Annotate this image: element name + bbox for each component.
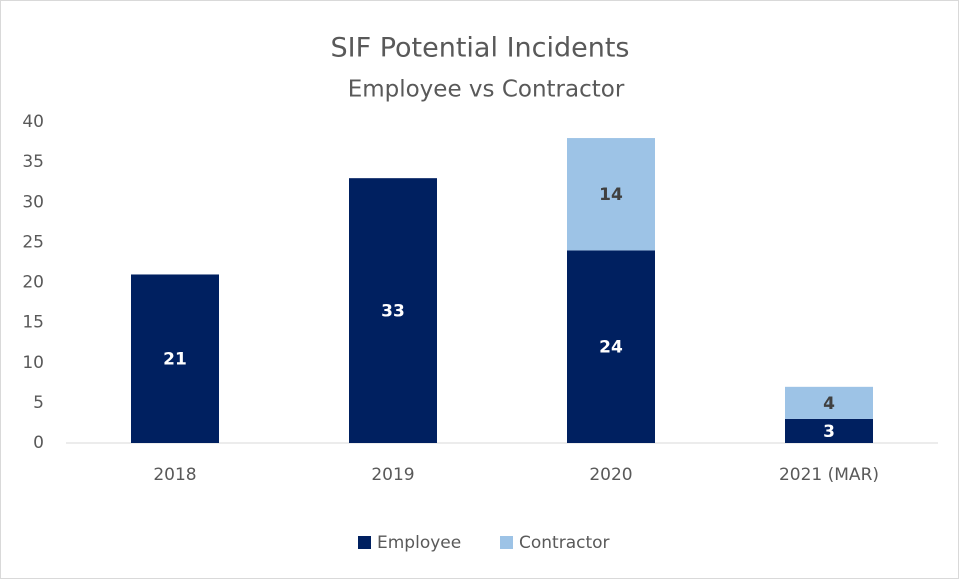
- y-tick-label: 25: [22, 232, 44, 252]
- y-tick-label: 15: [22, 313, 44, 333]
- data-label: 14: [599, 185, 623, 205]
- bar-segment: [785, 386, 873, 419]
- bar-segment: [785, 418, 873, 443]
- y-tick-label: 10: [22, 353, 44, 373]
- x-tick-label: 2021 (MAR): [779, 465, 879, 485]
- data-label: 4: [823, 394, 835, 414]
- legend-label: Employee: [377, 533, 461, 553]
- y-tick-label: 40: [22, 112, 44, 132]
- y-tick-label: 20: [22, 273, 44, 293]
- y-tick-label: 0: [33, 433, 44, 453]
- x-tick-label: 2018: [153, 465, 196, 485]
- bar-segment: [131, 274, 219, 443]
- data-label: 21: [163, 350, 187, 370]
- data-label: 33: [381, 302, 405, 322]
- y-tick-label: 30: [22, 192, 44, 212]
- x-tick-label: 2020: [589, 465, 632, 485]
- bar-segment: [567, 138, 655, 251]
- x-tick-label: 2019: [371, 465, 414, 485]
- bar-segment: [567, 250, 655, 443]
- bar-segment: [349, 178, 437, 444]
- legend-swatch: [500, 536, 513, 549]
- y-tick-label: 5: [33, 393, 44, 413]
- chart-title: SIF Potential Incidents: [330, 33, 629, 64]
- legend-swatch: [358, 536, 371, 549]
- chart-subtitle: Employee vs Contractor: [348, 77, 625, 103]
- data-label: 24: [599, 338, 623, 358]
- legend-label: Contractor: [519, 533, 610, 553]
- y-tick-label: 35: [22, 152, 44, 172]
- data-label: 3: [823, 422, 835, 442]
